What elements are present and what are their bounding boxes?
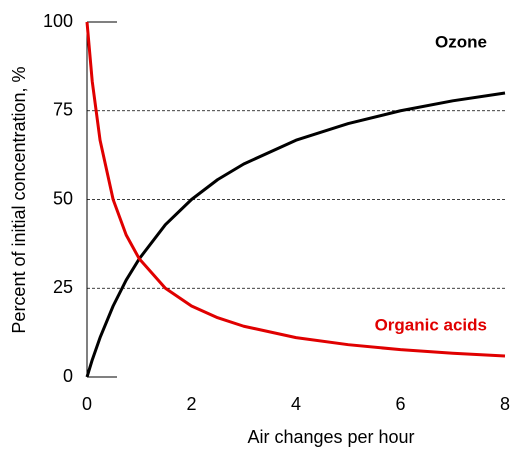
- x-tick-label: 2: [186, 394, 196, 414]
- y-tick-label: 100: [43, 11, 73, 31]
- x-tick-label: 0: [82, 394, 92, 414]
- series-line: [85, 21, 506, 358]
- y-tick-label: 75: [53, 100, 73, 120]
- series-line: [85, 91, 506, 378]
- x-tick-label: 8: [500, 394, 510, 414]
- x-tick-label: 4: [291, 394, 301, 414]
- y-tick-label: 25: [53, 277, 73, 297]
- y-axis-label: Percent of initial concentration, %: [9, 66, 29, 333]
- y-tick-label: 50: [53, 188, 73, 208]
- x-tick-label: 6: [395, 394, 405, 414]
- y-tick-label: 0: [63, 366, 73, 386]
- series-label: Ozone: [435, 32, 487, 51]
- x-axis-label: Air changes per hour: [247, 427, 414, 447]
- series-label: Organic acids: [375, 316, 487, 335]
